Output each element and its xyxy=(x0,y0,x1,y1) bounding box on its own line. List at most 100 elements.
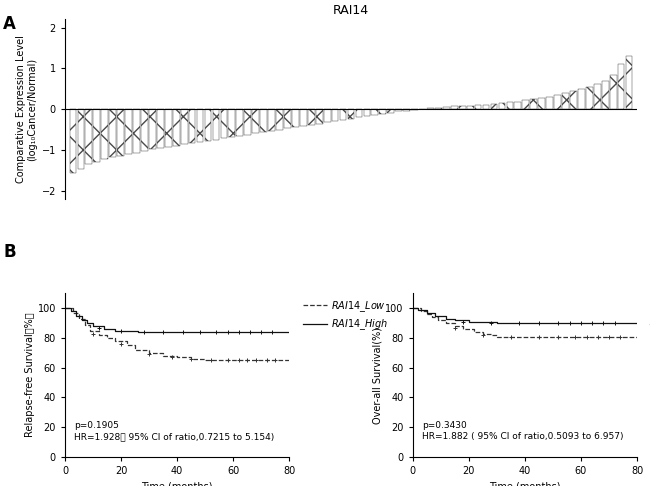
$RAI14$_Low xyxy=(123,343,131,348)
Bar xyxy=(237,109,243,136)
$RAI14$_High xyxy=(285,329,293,335)
Bar xyxy=(260,109,267,132)
$RAI14$_Low xyxy=(61,305,69,311)
Bar xyxy=(371,109,378,115)
Bar xyxy=(610,74,617,109)
$RAI14$_High xyxy=(451,317,459,323)
$RAI14$_High xyxy=(633,320,641,326)
Bar xyxy=(300,109,307,126)
Bar xyxy=(499,103,505,109)
$RAI14$_Low xyxy=(86,328,94,333)
Bar xyxy=(149,109,156,149)
Bar xyxy=(363,109,370,116)
Line: $RAI14$_Low: $RAI14$_Low xyxy=(413,308,637,336)
$RAI14$_High xyxy=(409,305,417,311)
X-axis label: Time (months): Time (months) xyxy=(142,482,213,486)
$RAI14$_Low xyxy=(243,357,251,363)
Bar xyxy=(403,109,410,110)
Legend: $RAI14$_Low, $RAI14$_High: $RAI14$_Low, $RAI14$_High xyxy=(298,295,392,336)
Bar xyxy=(308,109,315,125)
$RAI14$_High xyxy=(465,319,473,325)
Bar xyxy=(538,98,545,109)
$RAI14$_High xyxy=(479,319,487,325)
$RAI14$_Low xyxy=(451,323,459,329)
Bar xyxy=(491,104,497,109)
Bar xyxy=(514,102,521,109)
$RAI14$_Low xyxy=(591,333,599,339)
Bar xyxy=(546,97,553,109)
Bar xyxy=(125,109,132,154)
Bar xyxy=(554,95,561,109)
Bar xyxy=(395,109,402,111)
Bar xyxy=(435,108,442,109)
Bar xyxy=(101,109,108,159)
Bar xyxy=(578,89,585,109)
Bar xyxy=(276,109,283,130)
Bar xyxy=(332,109,339,121)
$RAI14$_High xyxy=(67,309,75,314)
Bar xyxy=(213,109,219,139)
Text: B: B xyxy=(3,243,16,261)
Bar xyxy=(109,109,116,157)
$RAI14$_Low xyxy=(145,350,153,356)
$RAI14$_High xyxy=(145,329,153,335)
Bar xyxy=(506,103,514,109)
$RAI14$_Low xyxy=(285,357,293,363)
$RAI14$_Low xyxy=(633,333,641,339)
Bar xyxy=(594,84,601,109)
$RAI14$_Low xyxy=(434,317,442,323)
$RAI14$_Low xyxy=(202,357,209,363)
Bar xyxy=(340,109,346,120)
Legend: $RAI14$_Low, $RAI14$_High: $RAI14$_Low, $RAI14$_High xyxy=(646,295,650,336)
$RAI14$_Low xyxy=(549,333,557,339)
$RAI14$_Low xyxy=(443,320,450,326)
Bar xyxy=(562,93,569,109)
$RAI14$_High xyxy=(215,329,223,335)
$RAI14$_Low xyxy=(471,329,478,335)
$RAI14$_Low xyxy=(81,322,88,328)
Bar xyxy=(523,100,529,109)
Bar xyxy=(483,105,489,109)
Bar xyxy=(427,108,434,109)
Bar xyxy=(348,109,354,119)
$RAI14$_High xyxy=(431,313,439,319)
Bar xyxy=(443,107,450,109)
$RAI14$_High xyxy=(257,329,265,335)
$RAI14$_High xyxy=(422,310,430,316)
Bar xyxy=(387,109,394,113)
Bar xyxy=(85,109,92,164)
Bar xyxy=(570,91,577,109)
Bar xyxy=(228,109,235,137)
Bar xyxy=(133,109,140,153)
$RAI14$_Low xyxy=(257,357,265,363)
Bar xyxy=(618,64,625,109)
$RAI14$_Low xyxy=(75,316,83,322)
Y-axis label: Over-all Survival(%): Over-all Survival(%) xyxy=(372,327,382,424)
Bar xyxy=(284,109,291,128)
Bar xyxy=(626,56,632,109)
$RAI14$_High xyxy=(591,320,599,326)
Bar xyxy=(380,109,386,114)
$RAI14$_Low xyxy=(103,335,111,341)
Y-axis label: Relapse-free Survival（%）: Relapse-free Survival（%） xyxy=(25,313,35,437)
$RAI14$_High xyxy=(78,317,86,323)
$RAI14$_High xyxy=(89,323,97,329)
$RAI14$_Low xyxy=(493,333,500,339)
$RAI14$_High xyxy=(134,329,142,335)
$RAI14$_Low xyxy=(409,305,417,311)
$RAI14$_Low xyxy=(577,333,585,339)
Bar xyxy=(205,109,211,141)
$RAI14$_High xyxy=(159,329,167,335)
Bar xyxy=(586,87,593,109)
Bar xyxy=(220,109,228,139)
Bar xyxy=(356,109,362,118)
Line: $RAI14$_High: $RAI14$_High xyxy=(413,308,637,323)
Bar xyxy=(292,109,299,127)
$RAI14$_Low xyxy=(428,314,436,320)
$RAI14$_High xyxy=(493,320,500,326)
$RAI14$_High xyxy=(123,328,131,333)
Bar xyxy=(188,109,196,143)
Bar xyxy=(530,99,537,109)
$RAI14$_Low xyxy=(563,333,571,339)
Bar xyxy=(181,109,188,144)
